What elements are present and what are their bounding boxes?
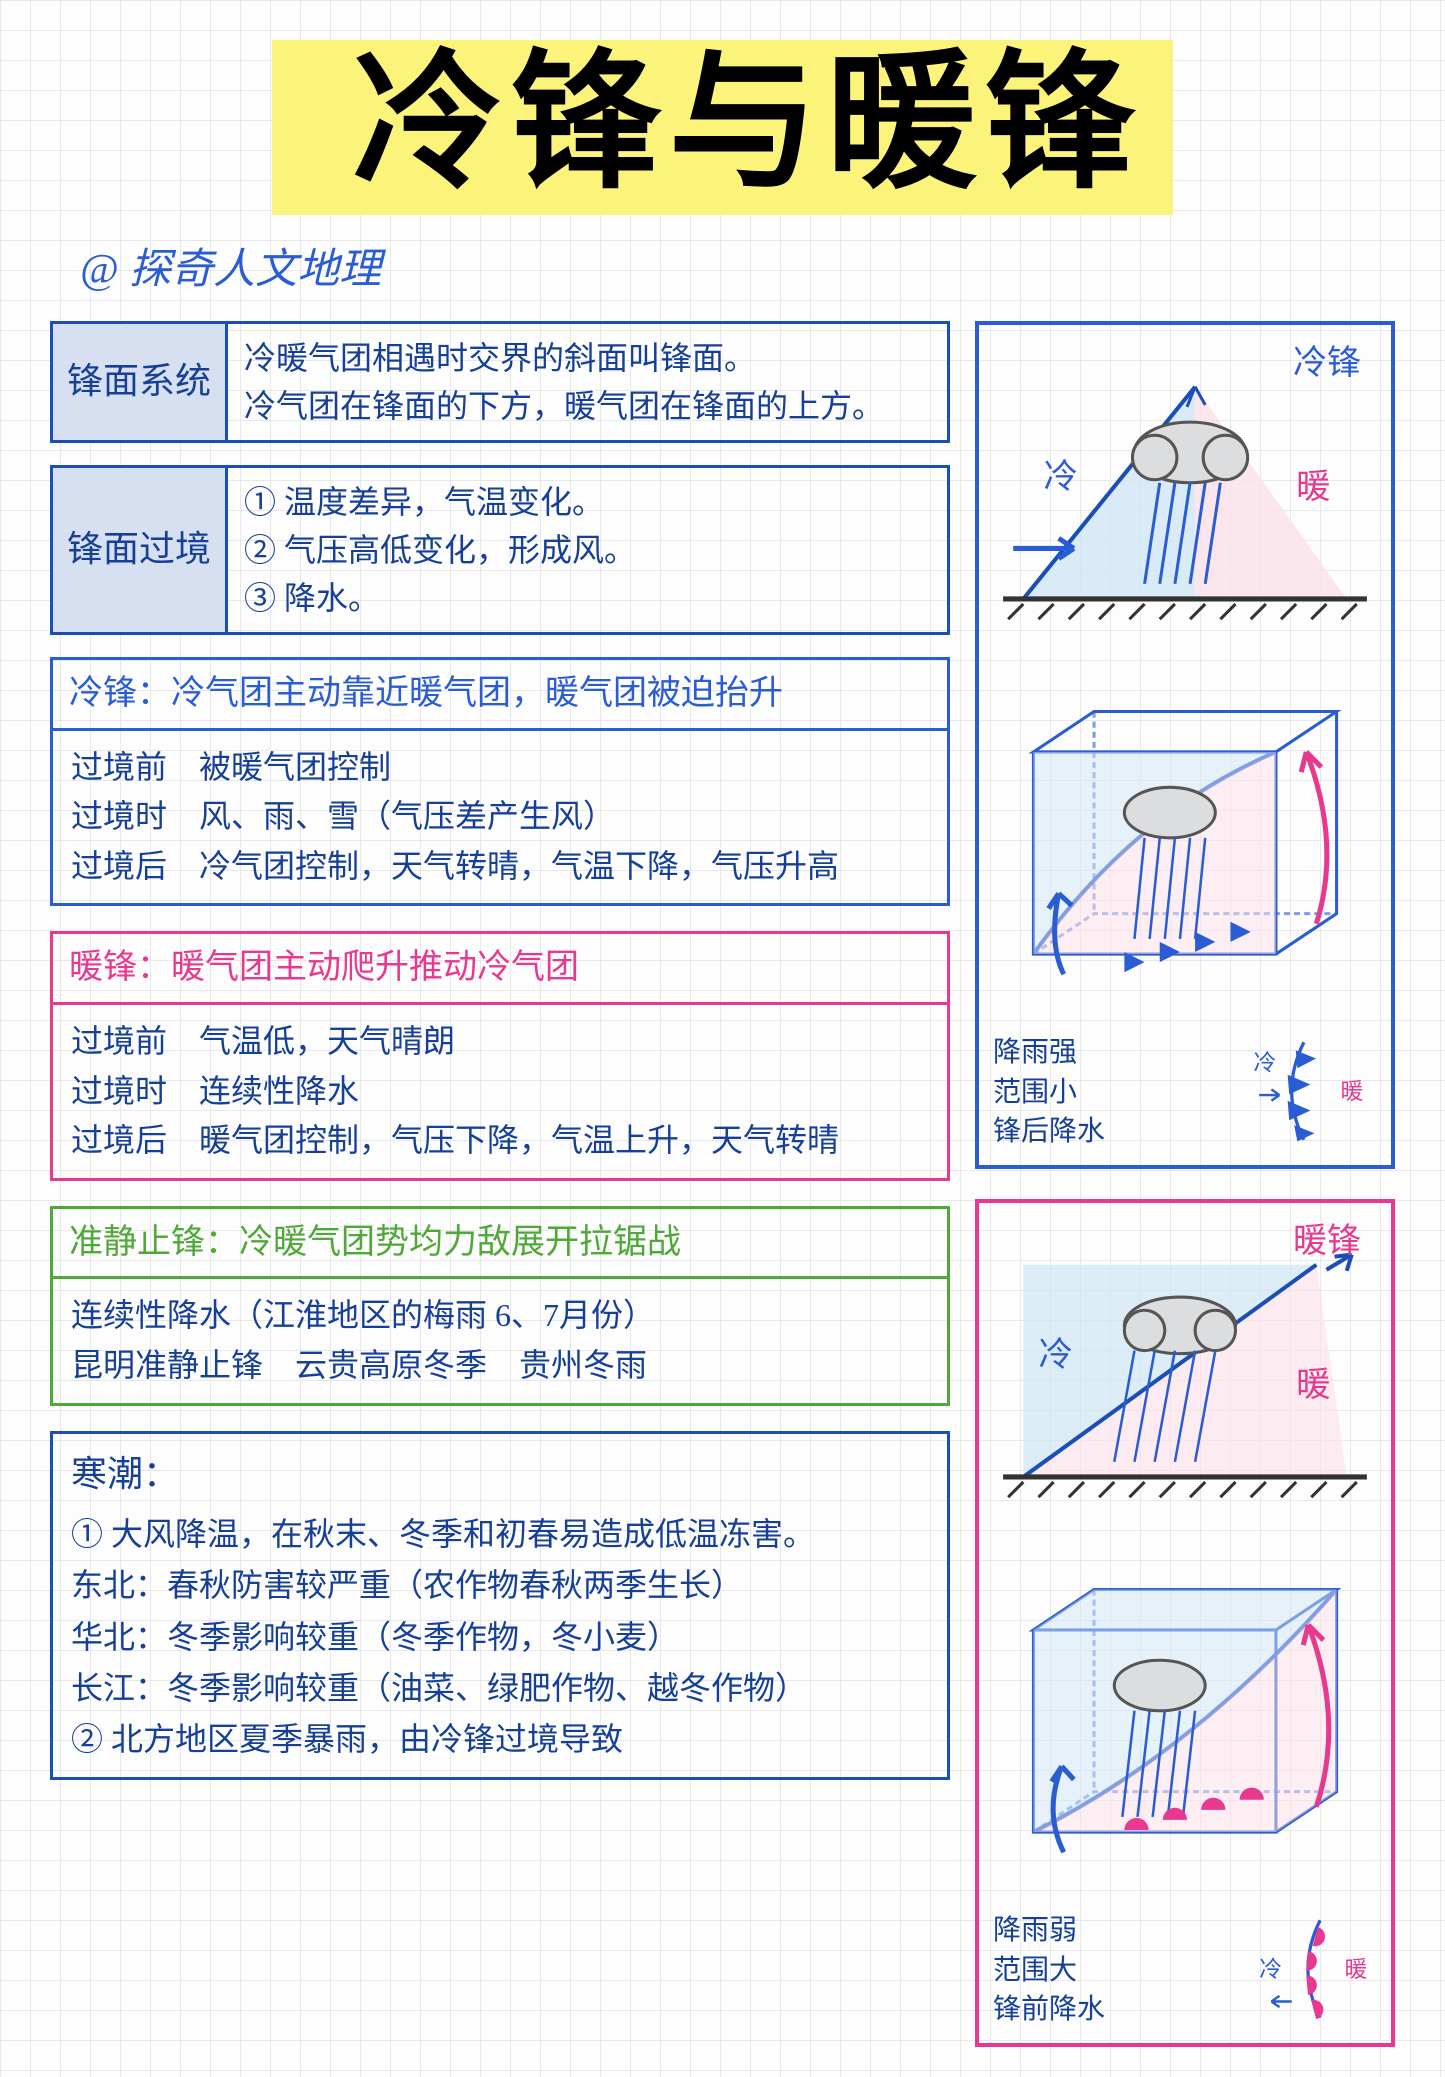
svg-text:冷: 冷 [1038, 1336, 1072, 1374]
svg-text:冷: 冷 [1259, 1957, 1282, 1982]
text-line: 过境前 气温低，天气晴朗 [71, 1017, 929, 1067]
cold-front-section: 冷锋：冷气团主动靠近暖气团，暖气团被迫抬升 过境前 被暖气团控制 过境时 风、雨… [50, 657, 950, 906]
cold-wave-section: 寒潮： ① 大风降温，在秋末、冬季和初春易造成低温冻害。 东北：春秋防害较严重（… [50, 1431, 950, 1781]
text-line: 东北：春秋防害较严重（农作物春秋两季生长） [71, 1560, 929, 1611]
text-line: ② 气压高低变化，形成风。 [244, 526, 931, 574]
text-line: ② 北方地区夏季暴雨，由冷锋过境导致 [71, 1714, 929, 1765]
cold-front-3d-icon [993, 688, 1377, 1018]
svg-text:暖: 暖 [1296, 468, 1330, 506]
warm-front-3d-icon [993, 1566, 1377, 1896]
text-line: 冷气团在锋面的下方，暖气团在锋面的上方。 [244, 382, 931, 430]
warm-front-symbol-icon: 冷 暖 [1247, 1909, 1377, 2029]
svg-text:暖: 暖 [1345, 1957, 1368, 1982]
warm-front-cross-section-icon: 冷 暖 [993, 1221, 1377, 1551]
stationary-front-section: 准静止锋：冷暖气团势均力敌展开拉锯战 连续性降水（江淮地区的梅雨 6、7月份） … [50, 1206, 950, 1406]
page-title: 冷锋与暖锋 [272, 40, 1172, 215]
text-line: 过境后 冷气团控制，天气转晴，气温下降，气压升高 [71, 842, 929, 892]
text-line: 范围小 [993, 1073, 1232, 1112]
section-title: 寒潮： [71, 1446, 929, 1504]
def-body: 冷暖气团相遇时交界的斜面叫锋面。 冷气团在锋面的下方，暖气团在锋面的上方。 [228, 324, 947, 440]
text-line: 降雨弱 [993, 1911, 1232, 1950]
def-label: 锋面过境 [53, 468, 228, 632]
diagram-title: 暖锋 [1293, 1213, 1361, 1262]
text-line: 华北：冬季影响较重（冬季作物，冬小麦） [71, 1612, 929, 1663]
svg-text:冷: 冷 [1254, 1051, 1277, 1076]
def-body: ① 温度差异，气温变化。 ② 气压高低变化，形成风。 ③ 降水。 [228, 468, 947, 632]
section-header: 冷锋：冷气团主动靠近暖气团，暖气团被迫抬升 [53, 660, 947, 731]
def-label: 锋面系统 [53, 324, 228, 440]
text-line: ① 温度差异，气温变化。 [244, 478, 931, 526]
text-line: 范围大 [993, 1951, 1232, 1990]
text-line: 锋后降水 [993, 1112, 1232, 1151]
text-line: ③ 降水。 [244, 574, 931, 622]
text-line: 连续性降水（江淮地区的梅雨 6、7月份） [71, 1291, 929, 1341]
warm-front-section: 暖锋：暖气团主动爬升推动冷气团 过境前 气温低，天气晴朗 过境时 连续性降水 过… [50, 931, 950, 1180]
svg-text:暖: 暖 [1296, 1366, 1330, 1404]
text-line: 过境时 风、雨、雪（气压差产生风） [71, 792, 929, 842]
text-line: 过境前 被暖气团控制 [71, 743, 929, 793]
section-body: 过境前 气温低，天气晴朗 过境时 连续性降水 过境后 暖气团控制，气压下降，气温… [53, 1005, 947, 1178]
author-handle: @ 探奇人文地理 [80, 235, 1395, 296]
text-line: 长江：冬季影响较重（油菜、绿肥作物、越冬作物） [71, 1663, 929, 1714]
diagram-note: 降雨弱 范围大 锋前降水 冷 暖 [993, 1909, 1377, 2029]
warm-front-diagram: 暖锋 [975, 1199, 1395, 2047]
text-line: 锋前降水 [993, 1990, 1232, 2029]
diagram-title: 冷锋 [1293, 335, 1361, 384]
diagram-note: 降雨强 范围小 锋后降水 冷 暖 [993, 1031, 1377, 1151]
text-line: ① 大风降温，在秋末、冬季和初春易造成低温冻害。 [71, 1509, 929, 1560]
definition-front-system: 锋面系统 冷暖气团相遇时交界的斜面叫锋面。 冷气团在锋面的下方，暖气团在锋面的上… [50, 321, 950, 443]
text-line: 降雨强 [993, 1033, 1232, 1072]
section-body: 过境前 被暖气团控制 过境时 风、雨、雪（气压差产生风） 过境后 冷气团控制，天… [53, 731, 947, 904]
cold-front-cross-section-icon: 冷 暖 [993, 343, 1377, 673]
text-line: 过境时 连续性降水 [71, 1067, 929, 1117]
svg-text:暖: 暖 [1340, 1079, 1363, 1104]
cold-front-symbol-icon: 冷 暖 [1247, 1031, 1377, 1151]
text-line: 冷暖气团相遇时交界的斜面叫锋面。 [244, 334, 931, 382]
definition-front-passage: 锋面过境 ① 温度差异，气温变化。 ② 气压高低变化，形成风。 ③ 降水。 [50, 465, 950, 635]
text-line: 过境后 暖气团控制，气压下降，气温上升，天气转晴 [71, 1116, 929, 1166]
section-header: 暖锋：暖气团主动爬升推动冷气团 [53, 934, 947, 1005]
section-body: 连续性降水（江淮地区的梅雨 6、7月份） 昆明准静止锋 云贵高原冬季 贵州冬雨 [53, 1279, 947, 1402]
text-line: 昆明准静止锋 云贵高原冬季 贵州冬雨 [71, 1341, 929, 1391]
section-header: 准静止锋：冷暖气团势均力敌展开拉锯战 [53, 1209, 947, 1280]
svg-text:冷: 冷 [1044, 458, 1078, 496]
cold-front-diagram: 冷锋 [975, 321, 1395, 1169]
